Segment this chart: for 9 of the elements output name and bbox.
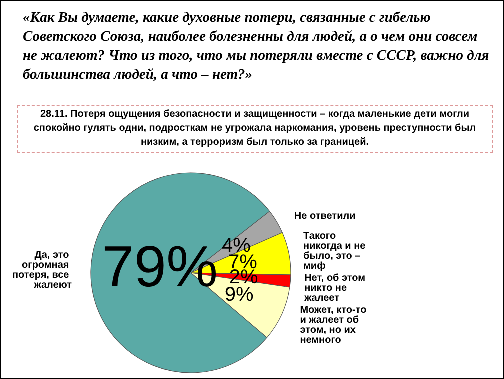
slice-label: Не ответили — [294, 211, 356, 222]
slice-label: Такого никогда и не было, это – миф — [304, 231, 368, 272]
chart-title: «Как Вы думаете, какие духовные потери, связанные с гибелью Советского Союза, наиболее болезненны для людей, а о чем они совсем не жалеют? Что из того, что мы потеряли вместе с СССР, важно для большинства людей, а что – нет?» — [23, 9, 490, 85]
slice-label: Нет, об этом никто не жалеет — [304, 273, 368, 304]
chart-subtitle: 28.11. Потеря ощущения безопасности и защищенности – когда маленькие дети могли спокойно гулять одни, подросткам не угрожала наркомания, уровень преступности был низким, а терроризм был только за границей. — [17, 105, 493, 153]
slice-label: Да, это огромная потеря, все жалеют — [12, 250, 72, 292]
data-label: 79% — [102, 234, 218, 300]
data-label: 9% — [224, 284, 254, 306]
slice-label: Может, кто-то и жалеет об этом, но их немного — [300, 305, 370, 346]
